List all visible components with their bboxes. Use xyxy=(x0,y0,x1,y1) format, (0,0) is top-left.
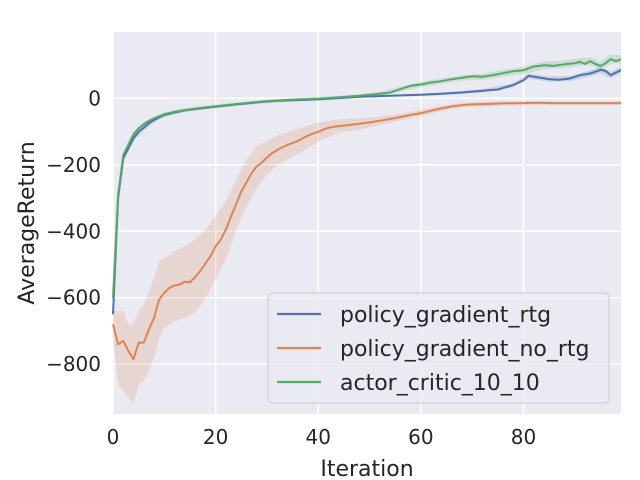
series-line-policy_gradient_no_rtg xyxy=(112,101,621,361)
legend-box xyxy=(267,292,610,404)
band-policy_gradient_no_rtg xyxy=(113,101,621,404)
legend-label: actor_critic_10_10 xyxy=(340,371,540,396)
x-tick-label: 80 xyxy=(511,425,536,449)
y-tick-label: 0 xyxy=(88,86,101,110)
x-tick-label: 20 xyxy=(203,425,228,449)
legend: policy_gradient_rtg policy_gradient_no_rt… xyxy=(267,292,610,404)
legend-label: policy_gradient_no_rtg xyxy=(340,337,589,362)
y-axis-label: AverageReturn xyxy=(15,141,40,304)
x-tick-labels: 0 20 40 60 80 xyxy=(107,425,537,449)
x-axis-label: Iteration xyxy=(320,457,413,480)
x-tick-label: 60 xyxy=(408,425,433,449)
y-tick-label: −400 xyxy=(46,219,101,243)
y-tick-label: −800 xyxy=(46,352,101,376)
legend-label: policy_gradient_rtg xyxy=(340,303,551,328)
confidence-bands xyxy=(113,54,621,404)
y-tick-labels: −800 −600 −400 −200 0 xyxy=(46,86,101,376)
x-tick-label: 0 xyxy=(107,425,120,449)
series-line-actor_critic_10_10 xyxy=(112,58,622,298)
y-tick-label: −200 xyxy=(46,153,101,177)
series-lines xyxy=(112,58,622,361)
y-tick-label: −600 xyxy=(46,286,101,310)
x-tick-label: 40 xyxy=(306,425,331,449)
